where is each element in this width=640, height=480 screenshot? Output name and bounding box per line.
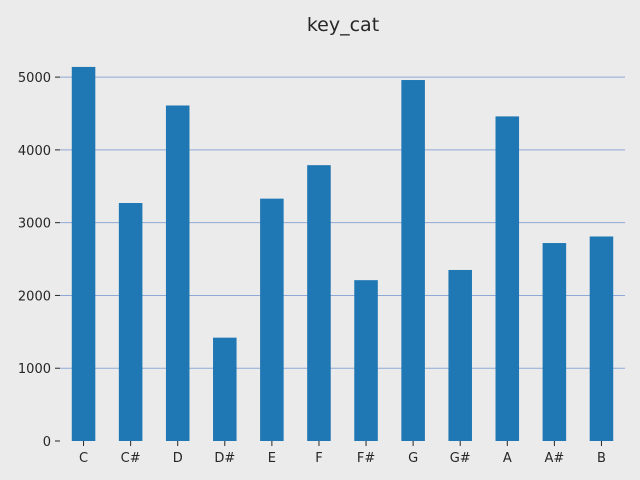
- bar-C#: [118, 203, 143, 441]
- bar-A#: [542, 243, 567, 441]
- y-tick-label-3000: 3000: [18, 217, 51, 232]
- bar-F#: [354, 280, 378, 441]
- x-tick-label-E: E: [268, 451, 276, 466]
- x-tick-label-A: A: [503, 451, 512, 466]
- y-axis: 0 1000 2000 3000 4000 5000: [18, 71, 60, 450]
- x-tick-label-B: B: [597, 451, 606, 466]
- x-tick-label-A#: A#: [544, 451, 564, 466]
- x-tick-label-G#: G#: [450, 451, 471, 466]
- bar-D#: [213, 337, 237, 441]
- x-axis: C C# D D# E F F# G G# A A# B: [79, 441, 606, 466]
- x-tick-label-G: G: [408, 451, 418, 466]
- bar-B: [589, 236, 614, 441]
- x-tick-label-F: F: [315, 451, 322, 466]
- x-tick-label-F#: F#: [357, 451, 375, 466]
- y-tick-label-0: 0: [43, 435, 51, 450]
- y-tick-label-1000: 1000: [18, 362, 51, 377]
- y-tick-label-5000: 5000: [18, 71, 51, 86]
- y-gridlines: [60, 76, 625, 369]
- y-tick-label-2000: 2000: [18, 289, 51, 304]
- bar-C: [71, 66, 96, 441]
- bar-E: [260, 198, 284, 441]
- x-tick-label-D#: D#: [214, 451, 235, 466]
- bar-A: [495, 116, 520, 442]
- chart-title: key_cat: [307, 14, 379, 36]
- x-tick-label-C#: C#: [121, 451, 141, 466]
- bar-D: [165, 105, 190, 441]
- bars: [71, 66, 614, 442]
- bar-F: [307, 165, 331, 441]
- x-tick-label-C: C: [79, 451, 88, 466]
- bar-G: [401, 80, 425, 442]
- y-tick-label-4000: 4000: [18, 144, 51, 159]
- x-tick-label-D: D: [173, 451, 183, 466]
- bar-G#: [448, 269, 472, 441]
